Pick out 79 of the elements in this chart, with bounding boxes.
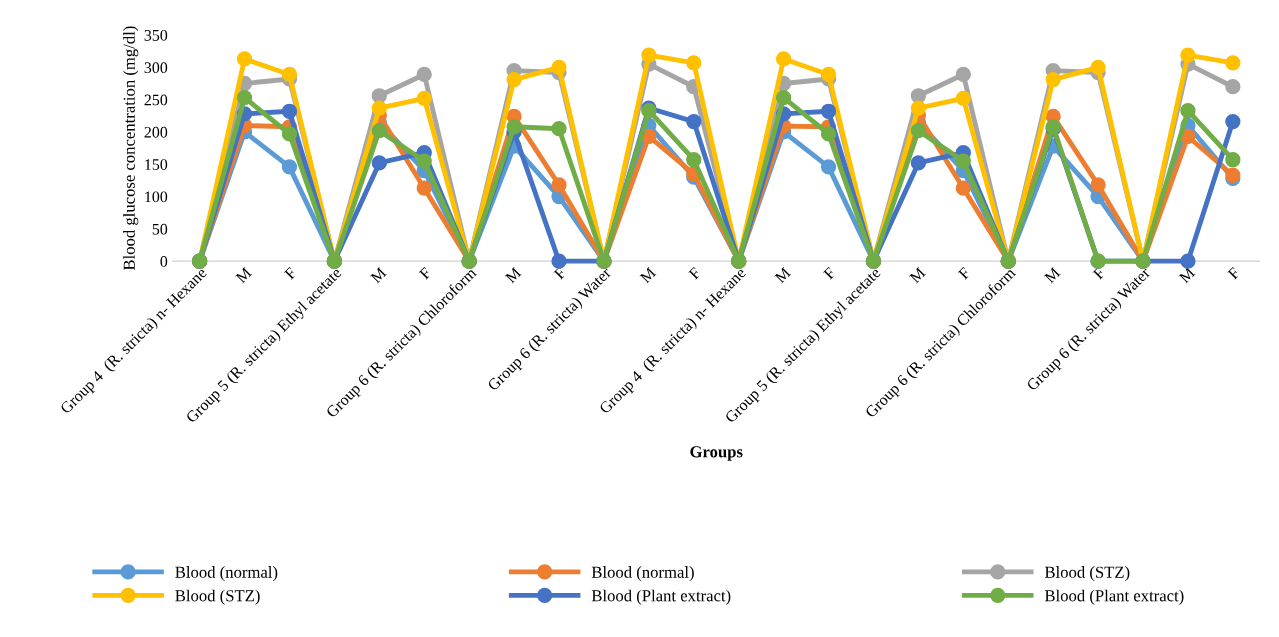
point — [281, 126, 298, 142]
point — [910, 100, 927, 116]
legend-label: Blood (Plant extract) — [591, 589, 731, 605]
point — [686, 55, 702, 71]
x-tick-label: F — [283, 266, 297, 280]
point — [1045, 71, 1061, 88]
point — [506, 119, 522, 135]
y-tick-label: 300 — [144, 62, 168, 74]
point — [1090, 177, 1106, 193]
y-tick-label: 200 — [144, 126, 168, 138]
x-tick-label: M — [639, 266, 657, 284]
y-tick-label: 150 — [145, 159, 168, 170]
point — [820, 66, 837, 83]
x-tick-label: M — [1178, 266, 1196, 284]
point — [955, 153, 971, 169]
point — [506, 71, 522, 88]
y-tick-label: 100 — [145, 191, 168, 203]
point — [1180, 102, 1196, 119]
point — [416, 90, 432, 106]
x-tick-label: F — [553, 266, 567, 280]
x-tick-label: M — [370, 266, 387, 284]
y-axis-title: Blood glucose concentration (mg/dl) — [123, 26, 139, 271]
point — [686, 113, 702, 130]
y-tick-label: 250 — [144, 94, 168, 106]
point — [910, 88, 927, 104]
point — [236, 51, 253, 67]
point — [1225, 113, 1241, 130]
x-tick-label: F — [1227, 266, 1241, 280]
legend-label: Blood (Plant extract) — [1044, 589, 1184, 605]
point — [281, 103, 298, 119]
x-tick-label: M — [1043, 266, 1061, 284]
x-tick-label: M — [504, 266, 522, 284]
point — [820, 159, 837, 175]
point — [551, 177, 567, 193]
point — [955, 90, 971, 106]
y-tick-label: 350 — [144, 29, 168, 41]
point — [281, 159, 298, 175]
point — [641, 47, 657, 63]
point — [551, 59, 567, 75]
x-tick-label: F — [823, 266, 836, 280]
x-tick-label: F — [1092, 266, 1106, 280]
x-tick-label: M — [235, 266, 253, 284]
point — [910, 123, 927, 139]
y-tick-label: 50 — [152, 223, 168, 235]
point — [1225, 55, 1241, 71]
point — [416, 180, 432, 196]
point — [820, 126, 837, 142]
point — [1180, 47, 1196, 63]
point — [371, 155, 387, 171]
point — [955, 66, 971, 83]
point — [551, 253, 567, 269]
x-tick-label: M — [774, 266, 792, 284]
point — [416, 153, 432, 169]
legend-label: Blood (STZ) — [175, 589, 260, 605]
legend-label: Blood (normal) — [591, 566, 694, 582]
point — [1225, 152, 1241, 168]
point — [281, 66, 298, 83]
point — [551, 121, 567, 137]
point — [955, 180, 971, 196]
point — [775, 90, 792, 106]
point — [910, 155, 927, 171]
x-tick-label: F — [688, 266, 702, 280]
point — [371, 88, 387, 104]
point — [1180, 253, 1196, 269]
point — [1225, 167, 1241, 183]
x-axis-title: Groups — [690, 446, 743, 461]
point — [1090, 59, 1106, 75]
y-tick-label: 0 — [160, 256, 168, 267]
legend-label: Blood (STZ) — [1044, 566, 1130, 582]
point — [1225, 79, 1241, 95]
point — [686, 152, 702, 168]
point — [371, 123, 387, 139]
point — [236, 90, 253, 106]
point — [371, 100, 387, 116]
legend-label: Blood (normal) — [175, 566, 278, 582]
point — [416, 66, 432, 83]
x-tick-label: M — [909, 266, 926, 284]
point — [775, 51, 792, 67]
point — [820, 103, 837, 119]
